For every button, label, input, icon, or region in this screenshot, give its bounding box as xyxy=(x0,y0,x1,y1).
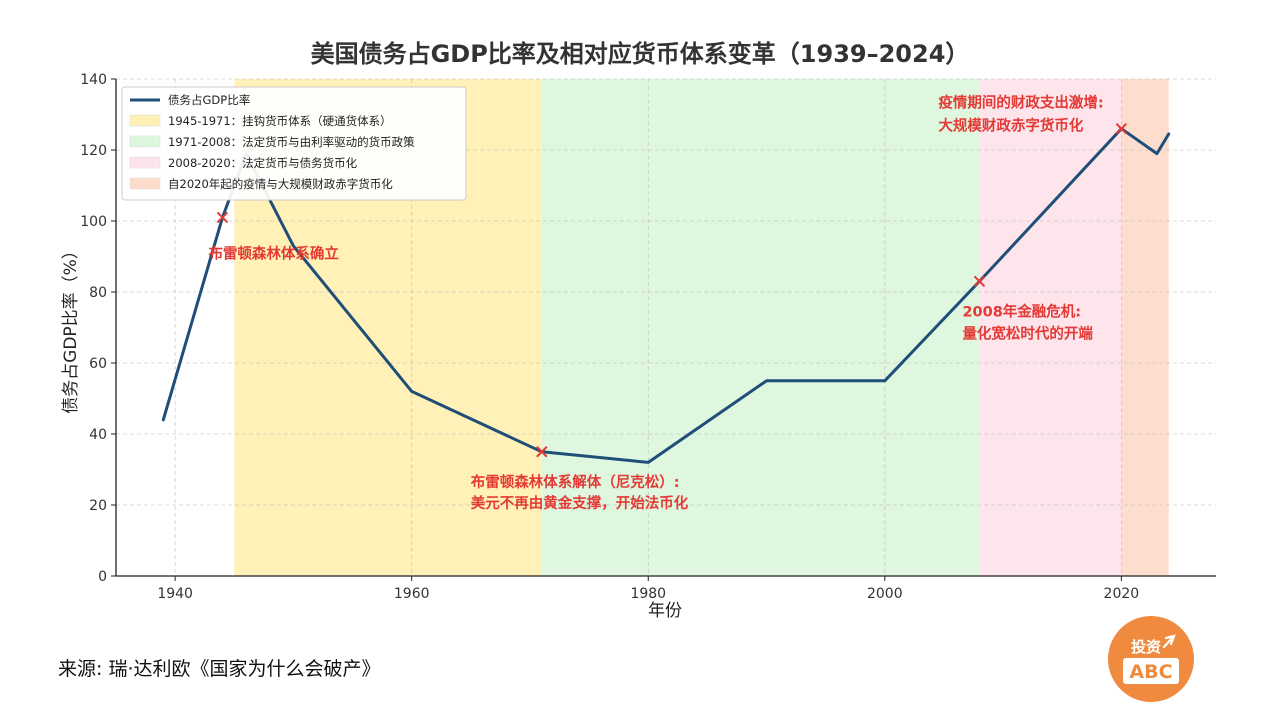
annotation-text: 疫情期间的财政支出激增: 大规模财政赤字货币化 xyxy=(938,94,1103,135)
event-markers xyxy=(216,122,1128,458)
x-axis-label: 年份 xyxy=(648,601,682,621)
logo-bottom-text: ABC xyxy=(1129,661,1172,683)
y-tick-label: 60 xyxy=(89,356,107,372)
legend-entry: 1971-2008：法定货币与由利率驱动的货币政策 xyxy=(168,135,415,149)
legend-entry: 自2020年起的疫情与大规模财政赤字货币化 xyxy=(168,177,393,191)
event-marker xyxy=(1115,122,1128,135)
period-band xyxy=(979,79,1122,576)
annotation-line: 2008年金融危机: xyxy=(962,302,1081,320)
legend-swatch xyxy=(129,177,161,190)
annotation-line: 疫情期间的财政支出激增: xyxy=(938,94,1103,112)
x-tick-label: 1980 xyxy=(630,586,666,602)
period-band xyxy=(541,79,980,576)
legend-swatch xyxy=(129,114,161,127)
y-tick-label: 20 xyxy=(89,498,107,514)
brand-logo: 投资 ABC xyxy=(1108,616,1194,702)
chart-title: 美国债务占GDP比率及相对应货币体系变革（1939–2024） xyxy=(311,40,970,68)
annotation-line: 量化宽松时代的开端 xyxy=(962,324,1093,342)
event-marker xyxy=(973,275,986,288)
x-tick-label: 1940 xyxy=(157,586,193,602)
event-marker xyxy=(536,446,548,458)
axes: 0 20 40 60 80 100 120 140 1940 1960 1980 2000 2020 xyxy=(80,72,1216,602)
arrow-icon xyxy=(1162,634,1176,649)
annotation-line: 布雷顿森林体系解体（尼克松）: xyxy=(471,473,680,491)
event-marker xyxy=(216,211,229,224)
y-tick-label: 40 xyxy=(89,427,107,443)
y-tick-label: 100 xyxy=(80,214,107,230)
legend-entry: 1945-1971：挂钩货币体系（硬通货体系） xyxy=(168,114,392,128)
annotation-line: 美元不再由黄金支撑，开始法币化 xyxy=(471,494,689,512)
annotation-text: 2008年金融危机: 量化宽松时代的开端 xyxy=(962,302,1093,342)
legend-swatch xyxy=(129,156,161,169)
legend-entry: 2008-2020：法定货币与债务货币化 xyxy=(168,156,358,170)
y-tick-label: 80 xyxy=(89,285,107,301)
y-tick-label: 0 xyxy=(98,569,107,585)
legend-swatch xyxy=(129,135,161,148)
period-band xyxy=(1121,79,1169,576)
legend: 债务占GDP比率 1945-1971：挂钩货币体系（硬通货体系） 1971-2008… xyxy=(121,86,467,201)
annotation-line: 大规模财政赤字货币化 xyxy=(938,117,1083,135)
y-tick-label: 120 xyxy=(80,143,107,159)
logo-badge xyxy=(1123,658,1179,684)
logo-top-text: 投资 xyxy=(1131,638,1161,656)
annotation-text: 布雷顿森林体系确立 xyxy=(208,244,339,262)
y-tick-label: 140 xyxy=(80,72,107,88)
y-axis-label: 债务占GDP比率（%） xyxy=(61,242,81,414)
legend-box xyxy=(121,86,467,201)
x-tick-label: 2020 xyxy=(1104,586,1140,602)
source-caption: 来源: 瑞·达利欧《国家为什么会破产》 xyxy=(58,658,381,680)
x-tick-label: 2000 xyxy=(867,586,903,602)
x-tick-label: 1960 xyxy=(394,586,430,602)
annotation-text: 布雷顿森林体系解体（尼克松）: 美元不再由黄金支撑，开始法币化 xyxy=(471,473,689,512)
annotation-line: 布雷顿森林体系确立 xyxy=(208,244,339,262)
legend-entry: 债务占GDP比率 xyxy=(168,93,250,107)
